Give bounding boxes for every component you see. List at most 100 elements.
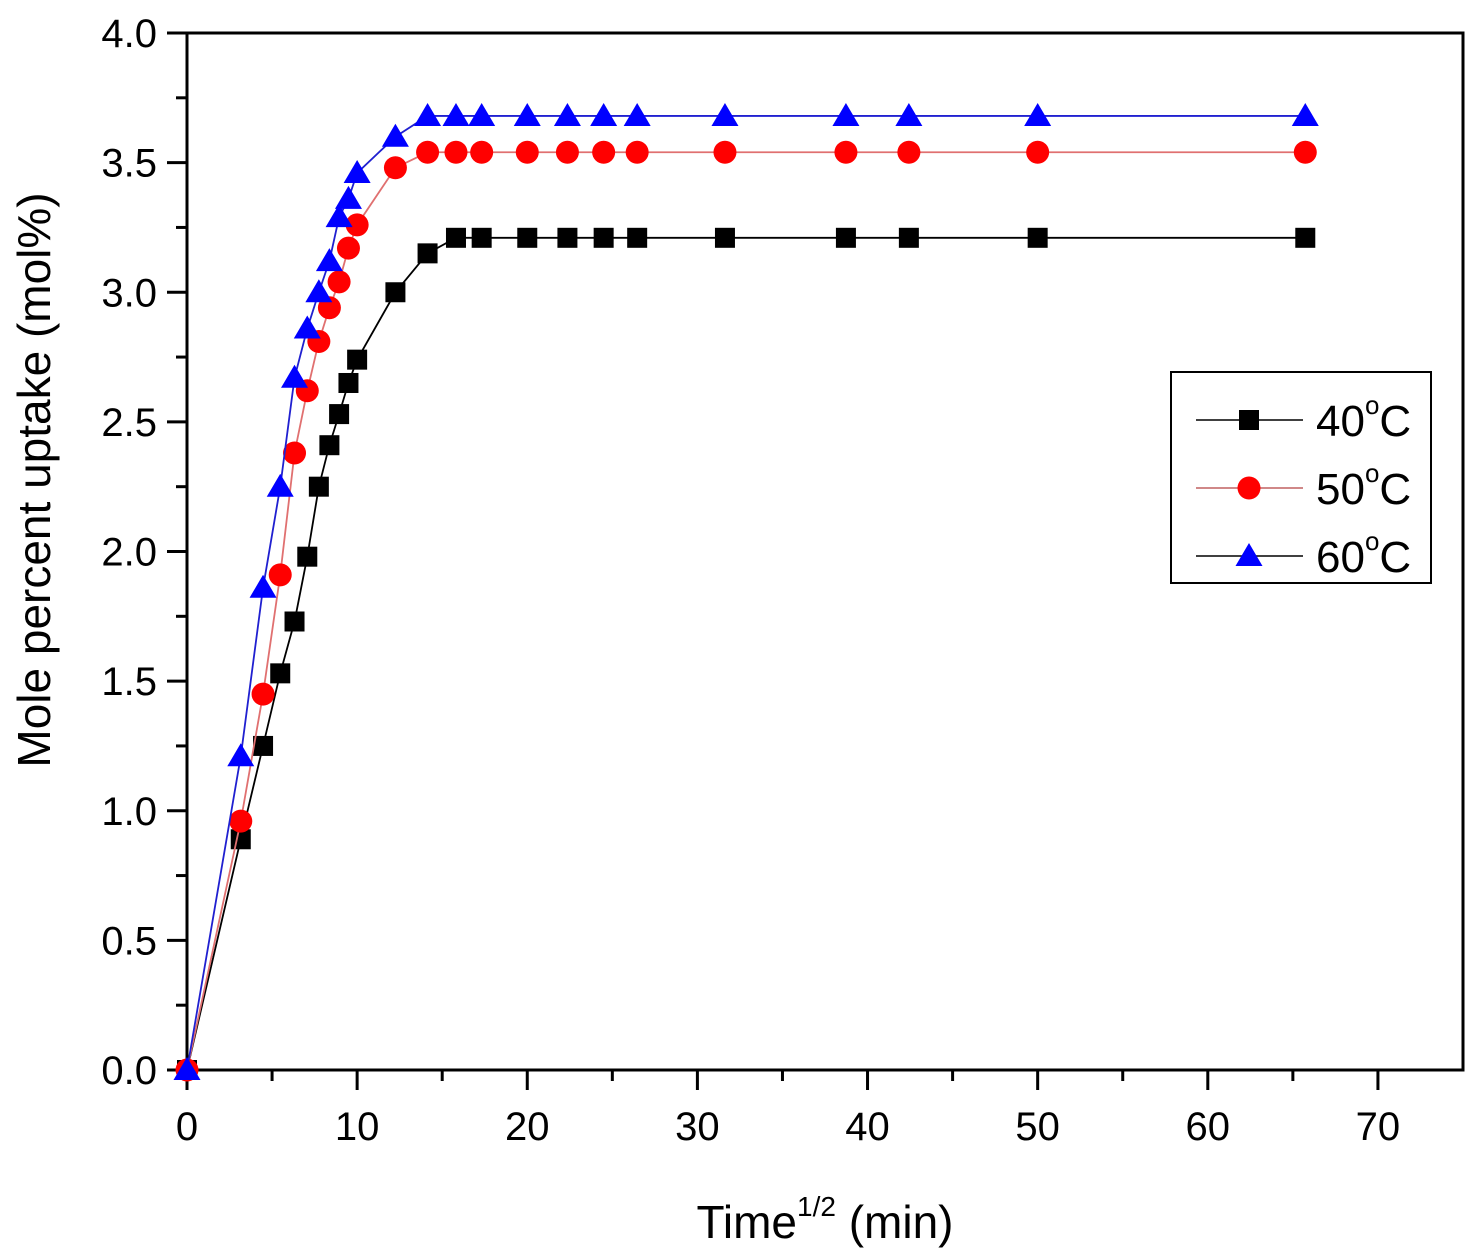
data-point	[895, 102, 923, 126]
degree-symbol: o	[1365, 526, 1379, 556]
data-point	[834, 140, 858, 164]
y-tick-label: 0.0	[101, 1049, 157, 1093]
x-tick-label: 50	[1015, 1105, 1060, 1149]
x-tick-label: 60	[1186, 1105, 1231, 1149]
data-point	[329, 404, 350, 425]
data-point	[444, 140, 468, 164]
data-point	[281, 364, 309, 388]
data-point	[557, 227, 578, 248]
data-point	[383, 156, 407, 180]
data-point	[308, 476, 329, 497]
x-tick-label: 10	[335, 1105, 380, 1149]
x-tick-label: 30	[675, 1105, 720, 1149]
y-tick-label: 3.5	[101, 142, 157, 186]
data-point	[414, 102, 442, 126]
data-point	[832, 102, 860, 126]
data-point	[1024, 102, 1052, 126]
data-point	[555, 140, 579, 164]
legend-label: 40oC	[1316, 390, 1411, 446]
data-point	[590, 102, 618, 126]
data-point	[711, 102, 739, 126]
data-point	[293, 315, 321, 339]
data-point	[268, 563, 292, 587]
data-point	[1026, 140, 1050, 164]
data-point	[229, 809, 253, 833]
data-point	[1027, 227, 1048, 248]
data-point	[336, 236, 360, 260]
y-tick-label: 3.0	[101, 271, 157, 315]
data-point	[593, 227, 614, 248]
series-square	[177, 227, 1316, 1080]
data-point	[1291, 102, 1319, 126]
y-tick-label: 1.5	[101, 660, 157, 704]
legend-item: 60oC	[1196, 526, 1411, 582]
data-point	[442, 102, 470, 126]
data-point	[284, 611, 305, 632]
data-point	[338, 372, 359, 393]
data-point	[305, 279, 333, 303]
data-point	[627, 227, 648, 248]
data-point	[253, 735, 274, 756]
legend-label-unit: C	[1379, 465, 1411, 514]
series-line	[186, 151, 1306, 1071]
legend-box	[1170, 371, 1432, 584]
series-circle	[175, 140, 1317, 1082]
data-point	[470, 140, 494, 164]
data-point	[1293, 140, 1317, 164]
data-point	[897, 140, 921, 164]
data-point	[471, 227, 492, 248]
data-point	[517, 227, 538, 248]
x-tick-label: 70	[1356, 1105, 1401, 1149]
data-point	[227, 743, 255, 767]
x-tick-label: 40	[845, 1105, 890, 1149]
y-tick-label: 2.5	[101, 401, 157, 445]
legend-marker	[1239, 410, 1259, 430]
data-point	[625, 140, 649, 164]
y-tick-label: 4.0	[101, 12, 157, 56]
data-point	[553, 102, 581, 126]
data-point	[513, 102, 541, 126]
legend-marker	[1237, 476, 1261, 500]
y-tick-label: 0.5	[101, 919, 157, 963]
data-point	[319, 435, 340, 456]
data-point	[297, 546, 318, 567]
legend-marker	[1235, 543, 1263, 566]
degree-symbol: o	[1365, 458, 1379, 488]
data-point	[327, 270, 351, 294]
data-point	[283, 441, 307, 465]
legend-label: 60oC	[1316, 526, 1411, 582]
series-line	[186, 115, 1306, 1071]
plot-series	[173, 102, 1319, 1082]
data-point	[345, 213, 369, 237]
data-point	[468, 102, 496, 126]
data-point	[249, 574, 277, 598]
data-point	[623, 102, 651, 126]
legend-item: 40oC	[1196, 390, 1411, 446]
data-point	[385, 282, 406, 303]
data-point	[334, 185, 362, 209]
legend: 40oC 50oC 60oC	[1170, 371, 1432, 584]
data-point	[515, 140, 539, 164]
data-point	[898, 227, 919, 248]
x-tick-label: 20	[505, 1105, 550, 1149]
legend-label-unit: C	[1379, 533, 1411, 582]
axes: 0 10 20 30 40 50 60 70 0.0 0.5 1.0 1.5 2.0 2.5 3.0 3.5 4…	[101, 12, 1465, 1149]
degree-symbol: o	[1365, 390, 1379, 420]
legend-item: 50oC	[1196, 458, 1411, 514]
data-point	[266, 473, 294, 497]
y-tick-label: 1.0	[101, 790, 157, 834]
data-point	[416, 140, 440, 164]
data-point	[173, 1057, 201, 1080]
data-point	[381, 123, 409, 147]
data-point	[714, 227, 735, 248]
x-axis-title: Time1/2 (min)	[697, 1191, 954, 1248]
legend-label-unit: C	[1379, 397, 1411, 446]
data-point	[325, 204, 353, 228]
data-point	[592, 140, 616, 164]
data-point	[713, 140, 737, 164]
y-tick-label: 2.0	[101, 531, 157, 575]
x-axis-title-unit: (min)	[836, 1196, 954, 1248]
data-point	[417, 243, 438, 264]
data-point	[270, 663, 291, 684]
